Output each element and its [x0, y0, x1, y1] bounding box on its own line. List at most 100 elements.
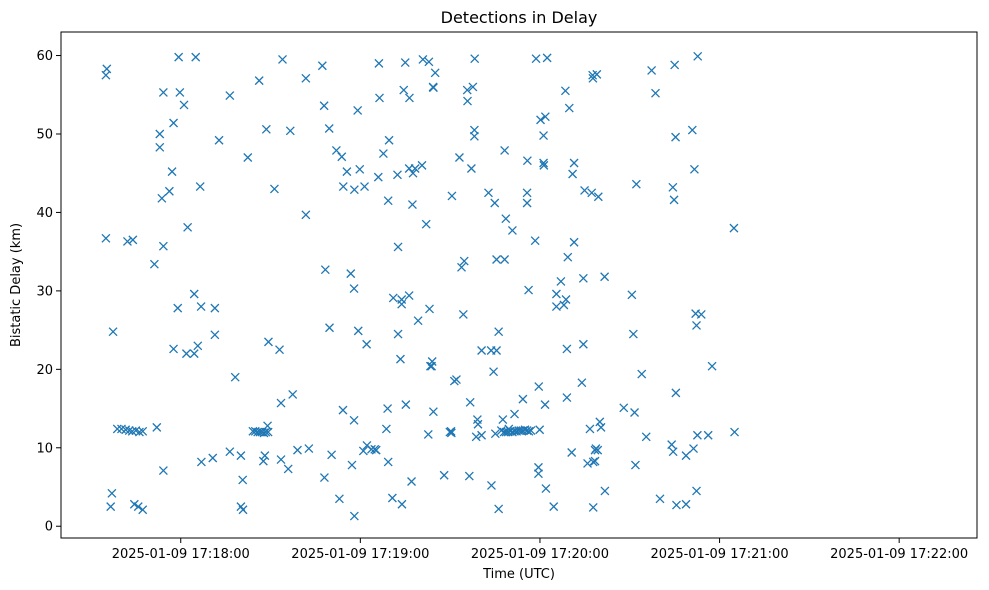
data-point [112, 424, 122, 434]
data-point [387, 493, 397, 503]
data-point [446, 426, 456, 436]
data-point [588, 502, 598, 512]
data-point [155, 142, 165, 152]
data-point [464, 471, 474, 481]
data-point [397, 499, 407, 509]
data-point [102, 64, 112, 74]
data-point [149, 259, 159, 269]
data-point [134, 427, 144, 437]
data-point [325, 323, 334, 333]
data-point [534, 382, 544, 392]
data-point [540, 400, 550, 410]
data-point [346, 269, 356, 279]
data-point [578, 273, 588, 283]
data-point [400, 58, 410, 68]
data-point [101, 233, 111, 243]
data-point [106, 502, 116, 512]
data-point [301, 210, 311, 220]
data-point [107, 488, 117, 498]
y-tick-label: 20 [36, 363, 53, 378]
data-point [371, 445, 381, 455]
data-point [627, 290, 637, 300]
data-point [428, 407, 438, 417]
data-point [522, 426, 532, 435]
data-point [169, 344, 179, 354]
data-point [263, 421, 273, 431]
data-point [500, 255, 510, 264]
data-point [404, 291, 414, 301]
data-point [496, 426, 506, 435]
data-point [238, 475, 248, 485]
data-point [463, 96, 472, 106]
data-point [358, 446, 368, 456]
data-point [373, 172, 383, 182]
data-point [630, 460, 640, 470]
data-point [668, 182, 678, 192]
data-point [518, 394, 528, 404]
data-point [421, 219, 431, 229]
data-point [167, 167, 177, 177]
data-point [337, 152, 347, 162]
data-point [189, 349, 199, 359]
y-tick-label: 30 [36, 284, 53, 299]
data-point [191, 52, 201, 62]
data-point [353, 105, 363, 115]
data-point [408, 168, 418, 178]
data-point [193, 341, 203, 351]
data-point [490, 198, 500, 208]
data-point [490, 429, 500, 439]
data-point [580, 186, 590, 195]
data-point [641, 432, 651, 442]
data-point [360, 182, 369, 192]
data-point [238, 505, 248, 515]
data-point [225, 91, 235, 101]
data-point [583, 459, 593, 468]
data-point [410, 164, 420, 173]
data-point [689, 164, 699, 174]
data-point [524, 426, 534, 436]
data-point [393, 170, 402, 180]
data-point [260, 451, 270, 461]
y-tick-label: 10 [36, 441, 53, 456]
data-point [462, 85, 472, 95]
data-point [457, 262, 466, 272]
data-point [236, 451, 246, 461]
data-point [494, 327, 504, 337]
data-point [531, 54, 541, 64]
data-point [501, 214, 511, 224]
data-point [258, 456, 268, 466]
data-point [522, 156, 532, 166]
data-point [667, 440, 677, 450]
data-point [196, 457, 206, 467]
data-point [451, 375, 461, 384]
data-point [536, 115, 546, 125]
data-point [181, 349, 191, 359]
data-point [593, 192, 603, 202]
data-point [587, 188, 597, 198]
x-tick-label: 2025-01-09 17:19:00 [291, 547, 429, 562]
data-point [562, 393, 572, 403]
data-point [454, 153, 464, 162]
data-point [500, 145, 510, 155]
data-point [399, 85, 409, 95]
x-axis-label: Time (UTC) [482, 567, 555, 582]
data-point [600, 486, 610, 496]
data-point [230, 372, 240, 382]
data-point [133, 502, 143, 512]
x-axis-ticks: 2025-01-09 17:18:00 2025-01-09 17:19:00 20… [112, 538, 968, 562]
data-point [210, 303, 220, 313]
data-point [158, 241, 168, 251]
data-point [195, 182, 205, 192]
x-tick-label: 2025-01-09 17:22:00 [830, 547, 968, 562]
data-point [549, 502, 559, 512]
data-point [494, 504, 504, 514]
data-points [101, 51, 739, 521]
data-point [254, 76, 264, 86]
data-point [559, 300, 569, 310]
data-point [122, 237, 132, 246]
data-point [551, 289, 561, 299]
data-point [319, 473, 329, 483]
data-point [689, 444, 698, 454]
data-point [470, 54, 480, 64]
